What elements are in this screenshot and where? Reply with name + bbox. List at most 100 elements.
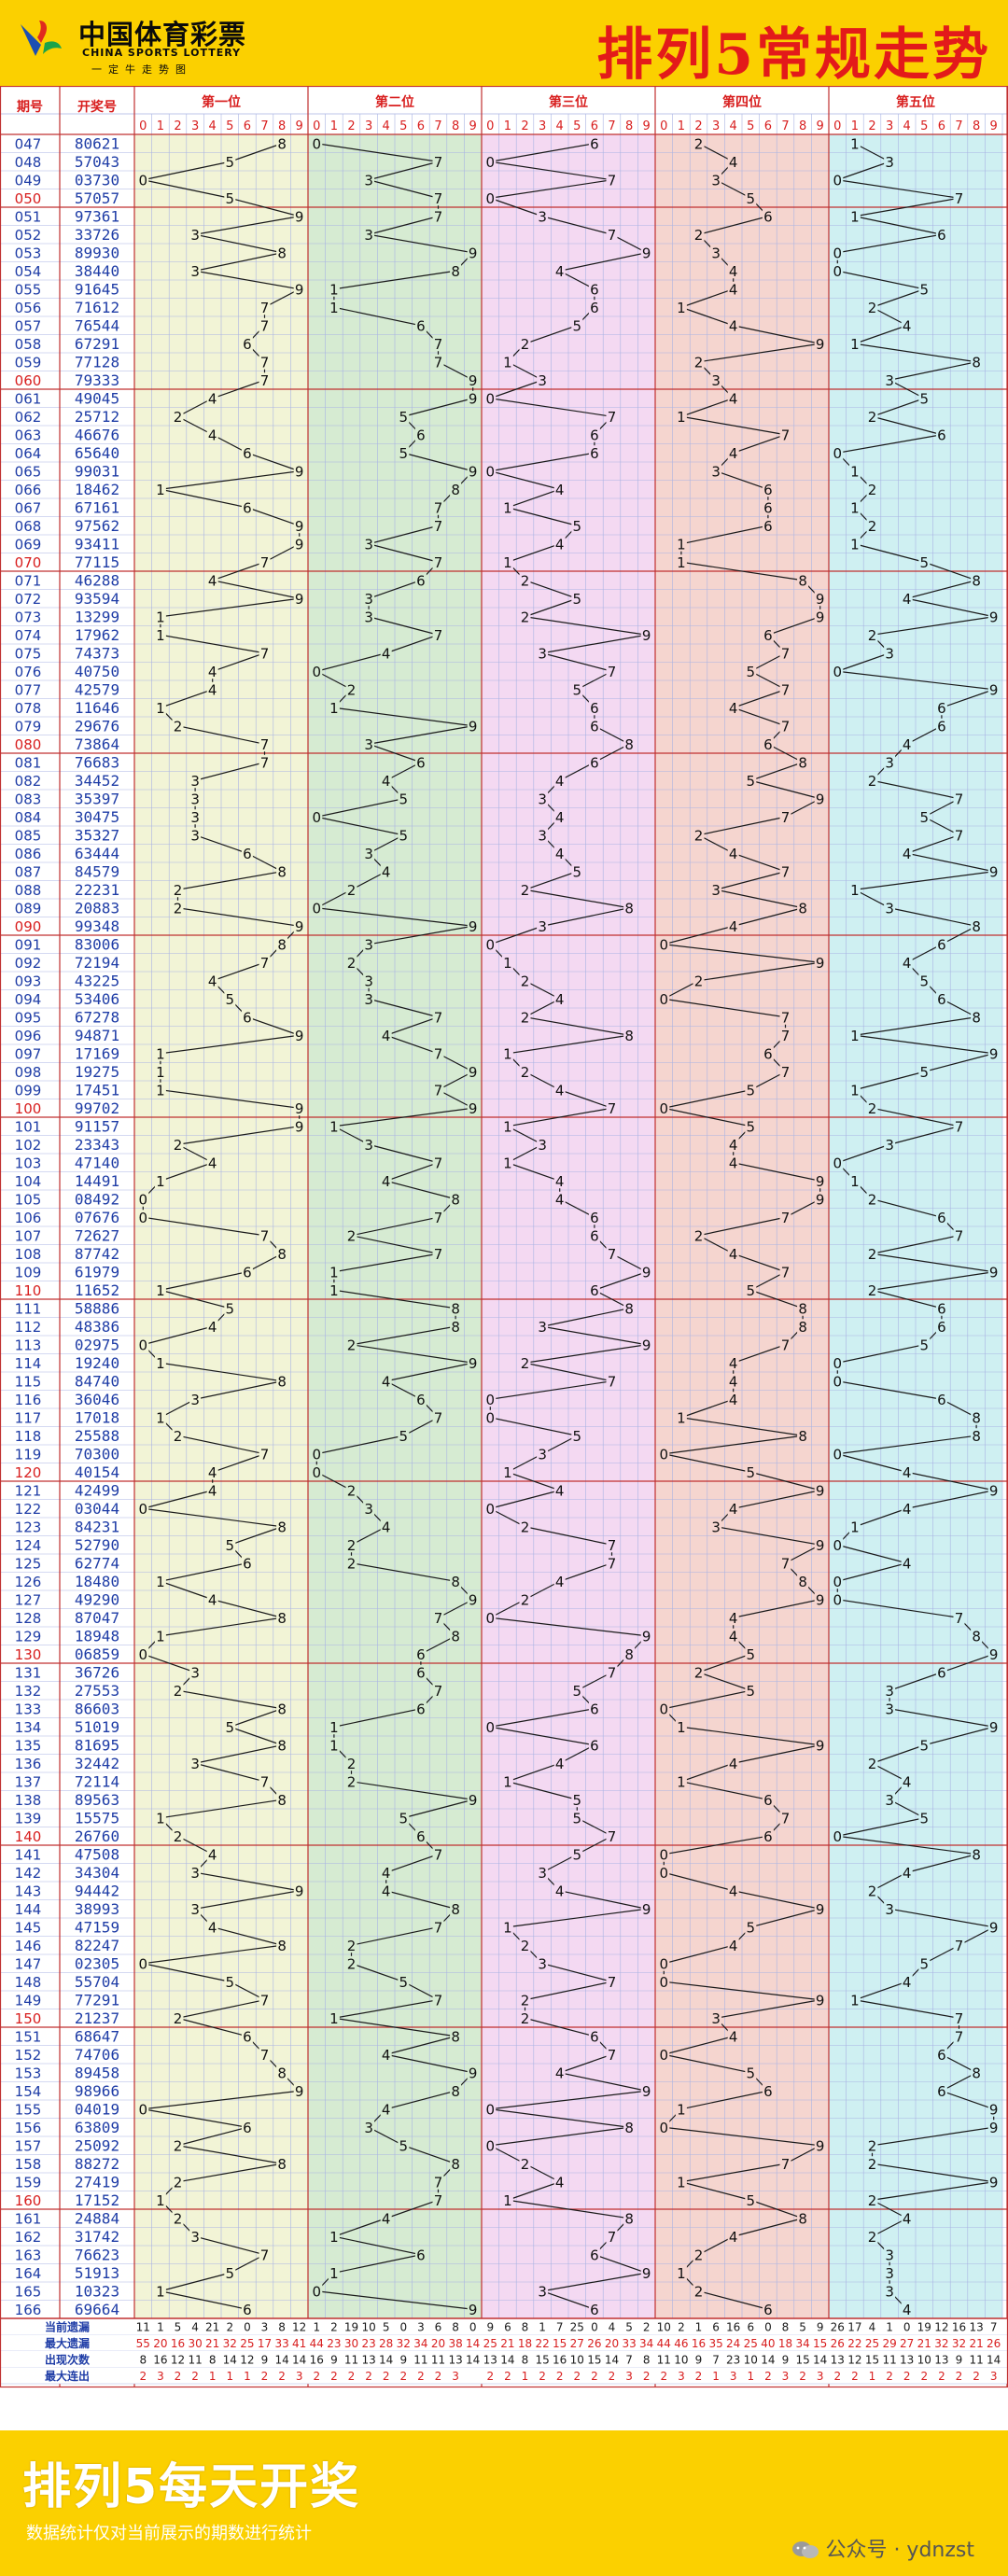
digit-mark-bg bbox=[762, 499, 774, 515]
digit-mark-bg bbox=[693, 227, 705, 243]
digit-mark-bg bbox=[866, 1100, 878, 1116]
digit-mark-bg bbox=[606, 172, 618, 188]
stat-value: 9 bbox=[956, 2354, 963, 2367]
digit-mark: 8 bbox=[277, 1519, 287, 1535]
digit-mark: 9 bbox=[989, 609, 999, 625]
digit-mark: 4 bbox=[903, 736, 912, 753]
digit-mark: 1 bbox=[329, 1264, 339, 1281]
stat-value: 1 bbox=[886, 2321, 893, 2334]
digit-header: 6 bbox=[417, 119, 425, 133]
stat-value: 11 bbox=[344, 2354, 358, 2367]
issue-cell: 161 bbox=[15, 2211, 42, 2228]
digit-mark: 6 bbox=[763, 1792, 773, 1809]
digit-mark-bg bbox=[987, 1646, 1000, 1662]
issue-cell: 104 bbox=[15, 1173, 42, 1190]
issue-cell: 116 bbox=[15, 1392, 42, 1408]
digit-mark-bg bbox=[588, 2247, 600, 2262]
stat-value: 19 bbox=[917, 2321, 931, 2334]
digit-mark-bg bbox=[606, 1537, 618, 1553]
digit-mark-bg bbox=[884, 1792, 896, 1808]
digit-mark: 6 bbox=[416, 427, 426, 443]
stat-value: 7 bbox=[990, 2321, 998, 2334]
issue-cell: 047 bbox=[15, 136, 42, 153]
digit-header: 8 bbox=[799, 119, 806, 133]
digit-mark: 7 bbox=[608, 172, 617, 189]
number-cell: 46676 bbox=[75, 427, 119, 444]
digit-mark: 5 bbox=[399, 2137, 409, 2154]
digit-mark-bg bbox=[241, 499, 253, 515]
digit-mark-bg bbox=[866, 1191, 878, 1207]
digit-mark-bg bbox=[345, 1555, 357, 1571]
stat-value: 2 bbox=[504, 2370, 511, 2383]
stat-value: 2 bbox=[764, 2370, 772, 2383]
stat-value: 25 bbox=[240, 2337, 254, 2350]
digit-mark: 3 bbox=[711, 245, 721, 261]
digit-mark: 8 bbox=[277, 2156, 287, 2173]
digit-mark-bg bbox=[814, 1537, 826, 1553]
digit-mark: 5 bbox=[573, 863, 582, 880]
issue-cell: 098 bbox=[15, 1064, 42, 1081]
digit-mark-bg bbox=[727, 1756, 739, 1771]
digit-mark-bg bbox=[345, 1955, 357, 1971]
stat-value: 16 bbox=[952, 2321, 966, 2334]
digit-mark: 6 bbox=[416, 1392, 426, 1408]
digit-mark-bg bbox=[484, 463, 497, 479]
digit-mark-bg bbox=[432, 1610, 444, 1626]
digit-mark: 1 bbox=[677, 536, 686, 553]
stat-value: 32 bbox=[952, 2337, 966, 2350]
stat-value: 34 bbox=[639, 2337, 653, 2350]
stat-value: 9 bbox=[782, 2354, 790, 2367]
digit-mark: 9 bbox=[816, 955, 825, 972]
issue-cell: 160 bbox=[15, 2192, 42, 2209]
number-cell: 17962 bbox=[75, 626, 119, 644]
digit-mark: 4 bbox=[382, 2101, 391, 2118]
digit-mark-bg bbox=[154, 1409, 166, 1425]
stat-value: 30 bbox=[344, 2337, 358, 2350]
digit-mark-bg bbox=[432, 208, 444, 224]
digit-mark-bg bbox=[380, 1865, 392, 1881]
digit-mark: 4 bbox=[729, 445, 738, 462]
number-cell: 40750 bbox=[75, 663, 119, 680]
digit-mark-bg bbox=[640, 245, 652, 260]
digit-mark: 6 bbox=[937, 1392, 946, 1408]
digit-mark-bg bbox=[848, 463, 861, 479]
number-cell: 93411 bbox=[75, 536, 119, 553]
digit-mark-bg bbox=[918, 1737, 931, 1753]
stat-value: 10 bbox=[744, 2354, 758, 2367]
digit-mark: 3 bbox=[885, 1137, 894, 1154]
digit-mark-bg bbox=[588, 135, 600, 151]
digit-mark: 2 bbox=[347, 1773, 357, 1790]
digit-mark: 4 bbox=[729, 700, 738, 717]
digit-mark-bg bbox=[537, 2283, 549, 2299]
digit-mark: 1 bbox=[850, 1992, 860, 2009]
digit-mark: 3 bbox=[538, 1446, 547, 1463]
digit-mark-bg bbox=[137, 1646, 149, 1662]
number-cell: 42579 bbox=[75, 681, 119, 699]
wechat-account: 公众号 · ydnzst bbox=[791, 2533, 974, 2563]
digit-mark: 1 bbox=[156, 482, 165, 498]
digit-mark-bg bbox=[727, 1155, 739, 1170]
issue-cell: 072 bbox=[15, 591, 42, 608]
digit-mark: 1 bbox=[156, 1355, 165, 1372]
digit-mark: 5 bbox=[747, 1082, 756, 1099]
number-cell: 29676 bbox=[75, 718, 119, 735]
digit-mark: 7 bbox=[955, 1938, 964, 1954]
digit-mark: 5 bbox=[226, 1537, 235, 1554]
digit-mark-bg bbox=[779, 427, 791, 442]
digit-mark-bg bbox=[693, 1227, 705, 1243]
digit-mark-bg bbox=[189, 1664, 202, 1680]
digit-mark-bg bbox=[832, 263, 844, 279]
digit-mark: 3 bbox=[364, 736, 373, 753]
number-cell: 53406 bbox=[75, 990, 119, 1008]
digit-mark: 4 bbox=[729, 1392, 738, 1408]
digit-mark: 8 bbox=[451, 1191, 460, 1208]
number-cell: 94871 bbox=[75, 1027, 119, 1044]
digit-mark: 5 bbox=[747, 1646, 756, 1663]
digit-mark-bg bbox=[693, 827, 705, 843]
digit-mark: 5 bbox=[920, 1064, 930, 1081]
digit-mark: 7 bbox=[608, 1537, 617, 1554]
digit-header: 0 bbox=[139, 119, 147, 133]
digit-mark-bg bbox=[918, 1955, 931, 1971]
digit-mark: 4 bbox=[555, 1173, 565, 1190]
digit-mark-bg bbox=[675, 536, 687, 552]
